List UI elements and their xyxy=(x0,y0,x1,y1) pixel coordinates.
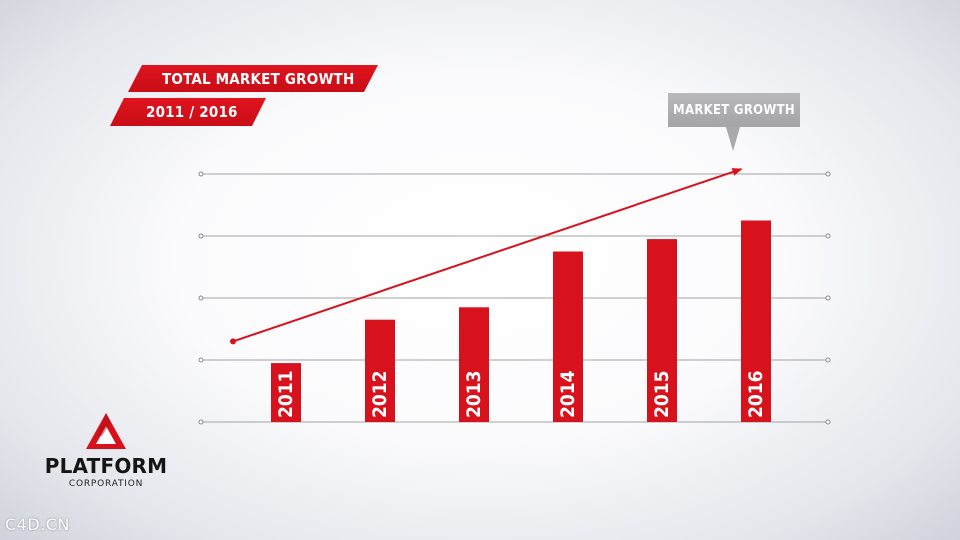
gridline-end-dot xyxy=(825,357,831,363)
gridline-end-dot xyxy=(825,295,831,301)
bar-label: 2011 xyxy=(275,370,297,418)
company-logo: PLATFORM CORPORATION xyxy=(40,412,172,489)
logo-name: PLATFORM xyxy=(44,454,168,478)
market-growth-callout: MARKET GROWTH xyxy=(668,93,800,127)
chart-subtitle-banner: 2011 / 2016 xyxy=(110,98,266,126)
bar-label: 2013 xyxy=(463,370,485,418)
bar-label: 2016 xyxy=(745,370,767,418)
callout-label: MARKET GROWTH xyxy=(673,102,795,118)
watermark: C4D.CN xyxy=(5,515,70,534)
gridline-end-dot xyxy=(198,357,204,363)
chart-title-banner: TOTAL MARKET GROWTH xyxy=(128,65,378,92)
callout-pointer xyxy=(726,127,740,151)
gridline-end-dot xyxy=(825,171,831,177)
gridline-end-dot xyxy=(198,295,204,301)
bar-label: 2015 xyxy=(651,370,673,418)
trend-arrow-start-dot xyxy=(230,338,236,345)
bar-2011 xyxy=(271,363,301,422)
trend-arrow xyxy=(232,168,743,343)
triangle-logo-icon xyxy=(86,413,126,449)
gridline-end-dot xyxy=(198,171,204,177)
bar-2013 xyxy=(459,307,489,422)
bar-2016 xyxy=(741,220,771,422)
bar-2014 xyxy=(553,251,583,422)
logo-tagline: CORPORATION xyxy=(68,479,144,489)
gridline-end-dot xyxy=(198,419,204,425)
chart-subtitle: 2011 / 2016 xyxy=(146,103,238,121)
chart-title: TOTAL MARKET GROWTH xyxy=(162,69,355,88)
gridline-end-dot xyxy=(825,233,831,239)
bar-label: 2012 xyxy=(369,370,391,418)
gridline-end-dot xyxy=(198,233,204,239)
bar-2015 xyxy=(647,239,677,422)
bar-label: 2014 xyxy=(557,370,579,418)
bar-2012 xyxy=(365,319,395,422)
gridline-end-dot xyxy=(825,419,831,425)
